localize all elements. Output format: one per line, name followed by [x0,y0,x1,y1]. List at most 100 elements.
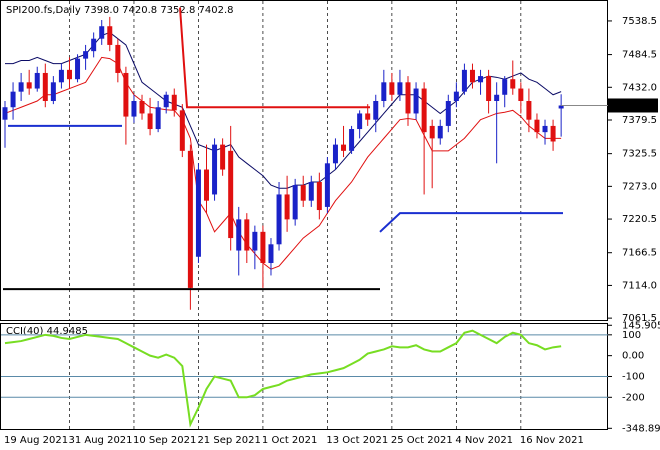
price-tag [608,98,658,113]
candle-body [26,82,32,89]
y-tick-label: -200 [622,392,645,403]
y-tick-label: 145.905 [622,320,660,331]
chart-title: SPI200.fs,Daily 7398.0 7420.8 7352.8 740… [6,5,233,16]
x-tick-label: 10 Sep 2021 [133,435,196,446]
candle-body [66,69,72,80]
candle-body [397,82,403,95]
candle-body [187,150,193,288]
candle-body [349,129,355,151]
candle-body [478,76,484,83]
cci-line [4,329,562,428]
candle-body [300,185,306,201]
candle-body [486,76,492,101]
candle-body [18,82,24,92]
y-tick-label: 7061.5 [622,313,657,324]
candle-body [147,113,153,130]
drawn-line [179,7,370,109]
candle-body [518,88,524,101]
candle-body [332,144,338,164]
candle-body [34,72,40,89]
candle-body [50,82,56,101]
candle-body [276,194,282,245]
candle-body [381,82,387,101]
candle-body [155,107,161,130]
candle-body [91,38,97,52]
candle-body [123,72,129,117]
candle-body [107,26,113,45]
x-tick-label: 13 Oct 2021 [326,435,388,446]
candle-body [10,91,16,108]
candle-body [2,107,8,120]
y-tick-label: 7273.0 [622,181,657,192]
x-tick-label: 1 Oct 2021 [262,435,317,446]
candle-body [244,219,250,251]
candle-body [316,181,322,211]
candle-body [308,181,314,201]
y-tick-label: 7220.5 [622,214,657,225]
candle-body [510,79,516,89]
candle-body [42,72,48,101]
main-panel [0,0,608,321]
candle-body [534,119,540,133]
indicator-title: CCI(40) 44.9485 [6,326,88,337]
y-tick-label: 7432.0 [622,82,657,93]
candle-body [445,100,451,126]
x-tick-label: 21 Sep 2021 [197,435,260,446]
y-tick-label: -348.897 [622,423,660,434]
candle-body [469,69,475,83]
candle-body [131,100,137,117]
x-tick-label: 4 Nov 2021 [455,435,513,446]
moving-line [4,56,562,270]
candle-body [236,219,242,251]
y-tick-label: 7325.5 [622,149,657,160]
candle-body [212,144,218,195]
candle-body [83,51,89,59]
candle-body [413,88,419,114]
candle-body [75,58,81,80]
candle-body [558,105,564,109]
candle-body [453,91,459,101]
candle-body [421,88,427,133]
candle-body [550,125,556,142]
candle-body [284,194,290,220]
candle-body [195,169,201,257]
candle-body [502,79,508,95]
candle-body [179,110,185,151]
candle-body [163,94,169,108]
y-tick-label: 7484.5 [622,50,657,61]
candle-body [341,144,347,151]
candle-body [437,125,443,139]
candle-body [389,82,395,95]
y-tick-label: 7379.5 [622,115,657,126]
x-tick-label: 16 Nov 2021 [520,435,584,446]
candle-body [139,100,145,114]
candle-body [373,100,379,120]
candle-body [542,125,548,133]
candle-body [292,185,298,220]
candle-body [252,231,258,251]
y-tick-label: 0.00 [622,351,644,362]
candle-body [99,26,105,39]
candle-body [268,244,274,263]
x-tick-label: 19 Aug 2021 [4,435,68,446]
candle-body [260,231,266,263]
candle-body [526,100,532,120]
candle-body [494,94,500,101]
moving-line [5,31,562,189]
candle-body [365,113,371,120]
candle-body [58,69,64,83]
y-tick-label: 100 [622,330,641,341]
candle-body [204,169,209,201]
candle-body [171,94,177,111]
candle-body [228,150,234,239]
y-tick-label: 7114.0 [622,280,657,291]
x-tick-label: 25 Oct 2021 [391,435,453,446]
candle-body [357,113,363,130]
candle-body [115,44,121,73]
candle-body [461,69,467,92]
candle-body [429,125,435,139]
y-tick-label: -100 [622,371,645,382]
x-tick-label: 31 Aug 2021 [68,435,132,446]
candle-body [405,82,411,114]
